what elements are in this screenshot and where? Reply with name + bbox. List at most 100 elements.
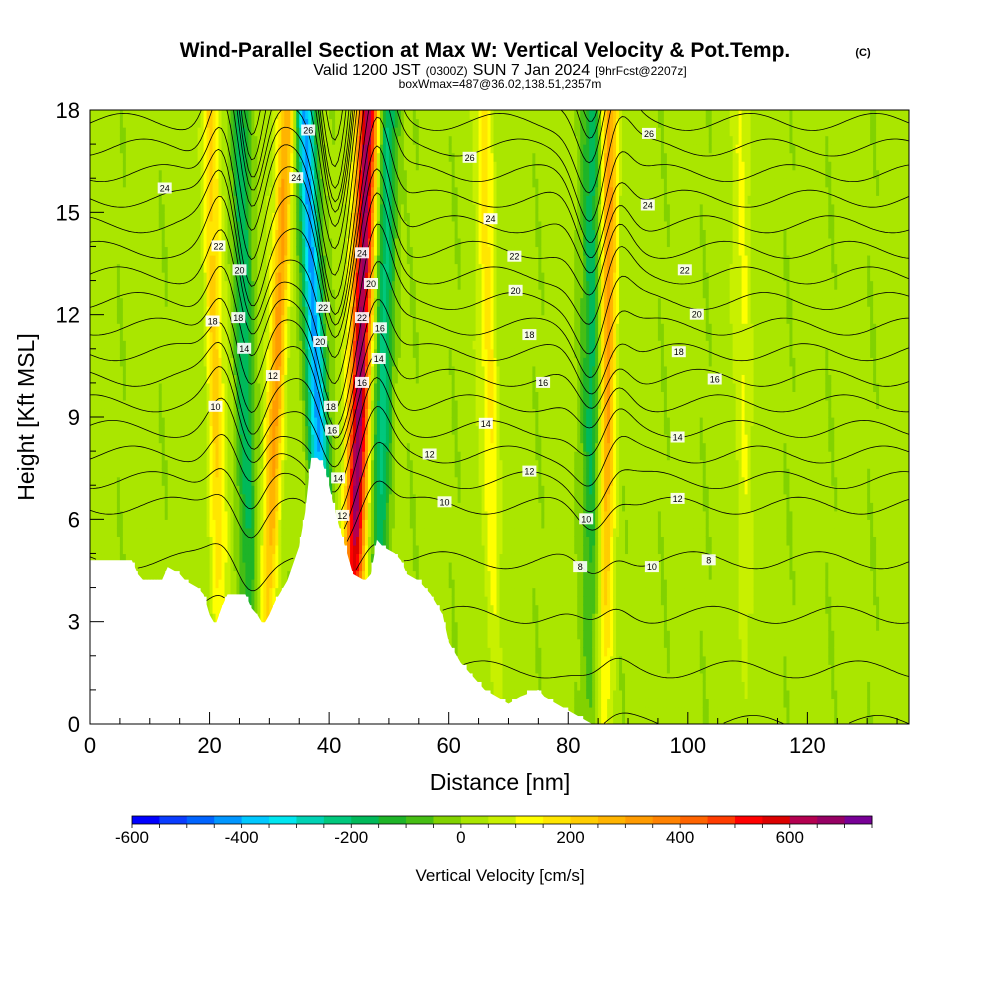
velocity-cell [272,331,276,341]
velocity-cell [218,493,223,503]
velocity-cell [221,229,226,239]
velocity-cell [134,118,139,128]
velocity-cell [182,272,187,282]
velocity-cell [164,536,169,546]
velocity-cell [275,246,279,256]
velocity-cell [101,357,106,367]
velocity-cell [353,220,357,230]
velocity-cell [185,135,190,145]
velocity-cell [260,246,264,256]
velocity-cell [266,553,270,563]
velocity-cell [104,417,109,427]
velocity-cell [182,195,187,205]
velocity-cell [128,365,133,375]
velocity-cell [323,408,327,418]
velocity-cell [364,425,369,435]
velocity-cell [356,195,360,205]
velocity-cell [269,587,273,597]
velocity-cell [257,331,261,341]
velocity-cell [242,254,247,265]
velocity-cell [236,425,241,435]
velocity-cell [353,502,357,512]
velocity-cell [278,203,282,213]
velocity-cell [152,178,157,188]
velocity-cell [338,306,342,316]
velocity-cell [242,195,247,205]
velocity-cell [263,519,267,529]
velocity-cell [92,152,97,162]
velocity-cell [230,374,235,384]
velocity-cell [239,144,244,154]
velocity-cell [242,382,247,393]
velocity-cell [131,544,136,555]
velocity-cell [203,434,208,444]
velocity-cell [128,178,133,188]
velocity-cell [143,135,148,145]
velocity-cell [260,152,264,162]
velocity-cell [302,485,306,495]
velocity-cell [299,110,303,120]
velocity-cell [251,331,255,341]
velocity-cell [230,212,235,222]
velocity-cell [221,502,226,512]
velocity-cell [188,493,193,503]
velocity-cell [203,536,208,546]
velocity-cell [260,127,264,137]
velocity-cell [287,203,291,213]
velocity-cell [296,459,300,469]
velocity-cell [125,161,130,171]
velocity-cell [137,118,142,128]
velocity-cell [155,272,160,282]
velocity-cell [281,212,285,222]
velocity-cell [344,118,348,128]
velocity-cell [221,212,226,222]
velocity-cell [143,485,148,495]
velocity-cell [164,246,169,256]
velocity-cell [194,195,199,205]
velocity-cell [137,272,142,282]
velocity-cell [101,212,106,222]
velocity-cell [218,263,223,273]
velocity-cell [260,553,264,563]
velocity-cell [302,451,306,461]
velocity-cell [167,442,172,452]
velocity-cell [350,280,354,290]
velocity-cell [242,417,247,427]
velocity-cell [272,254,276,265]
velocity-cell [364,399,369,410]
velocity-cell [164,468,169,478]
velocity-cell [224,323,229,333]
velocity-cell [257,510,261,520]
velocity-cell [134,323,139,333]
velocity-cell [278,144,282,154]
velocity-cell [350,493,354,503]
velocity-cell [152,152,157,162]
velocity-cell [326,178,330,188]
velocity-cell [284,357,288,367]
velocity-cell [248,382,253,393]
velocity-cell [317,348,321,358]
velocity-cell [212,272,217,282]
velocity-cell [281,169,285,179]
velocity-cell [281,161,285,171]
velocity-cell [263,237,267,248]
velocity-cell [128,485,133,495]
velocity-cell [152,493,157,503]
velocity-cell [359,110,363,120]
velocity-cell [248,314,253,324]
velocity-cell [218,570,223,580]
velocity-cell [194,254,199,265]
velocity-cell [311,340,315,350]
velocity-cell [260,135,264,145]
velocity-cell [332,178,336,188]
velocity-cell [272,476,276,486]
velocity-cell [278,417,282,427]
velocity-cell [281,289,285,299]
velocity-cell [131,476,136,486]
velocity-cell [164,272,169,282]
velocity-cell [314,203,318,213]
velocity-cell [287,527,291,537]
velocity-cell [296,536,300,546]
velocity-cell [113,135,118,145]
velocity-cell [236,195,241,205]
